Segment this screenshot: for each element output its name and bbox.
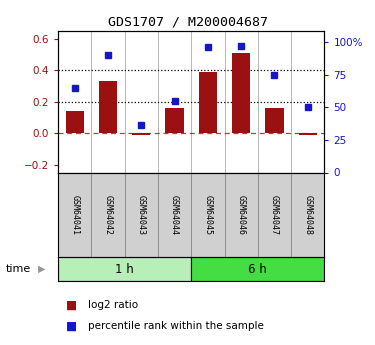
Bar [132, 133, 150, 135]
Bar [158, 172, 191, 257]
Bar [258, 172, 291, 257]
Text: GSM64045: GSM64045 [203, 195, 212, 235]
Bar [58, 257, 191, 281]
Text: GSM64047: GSM64047 [270, 195, 279, 235]
Text: GSM64043: GSM64043 [137, 195, 146, 235]
Text: ▶: ▶ [38, 264, 45, 274]
Text: GDS1707 / M200004687: GDS1707 / M200004687 [108, 16, 267, 29]
Bar [92, 172, 124, 257]
Bar [225, 172, 258, 257]
Bar [298, 133, 317, 135]
Text: log2 ratio: log2 ratio [88, 300, 138, 310]
Text: ■: ■ [66, 319, 77, 333]
Text: time: time [6, 264, 31, 274]
Bar [199, 72, 217, 133]
Bar [232, 53, 251, 133]
Text: GSM64041: GSM64041 [70, 195, 79, 235]
Text: GSM64044: GSM64044 [170, 195, 179, 235]
Bar [191, 172, 225, 257]
Bar [191, 257, 324, 281]
Bar [265, 108, 284, 133]
Bar [66, 111, 84, 133]
Bar [99, 81, 117, 133]
Text: 1 h: 1 h [116, 263, 134, 276]
Bar [58, 172, 92, 257]
Text: ■: ■ [66, 299, 77, 312]
Text: GSM64042: GSM64042 [104, 195, 112, 235]
Text: GSM64048: GSM64048 [303, 195, 312, 235]
Bar [124, 172, 158, 257]
Text: GSM64046: GSM64046 [237, 195, 246, 235]
Text: 6 h: 6 h [248, 263, 267, 276]
Text: percentile rank within the sample: percentile rank within the sample [88, 321, 264, 331]
Bar [165, 108, 184, 133]
Bar [291, 172, 324, 257]
